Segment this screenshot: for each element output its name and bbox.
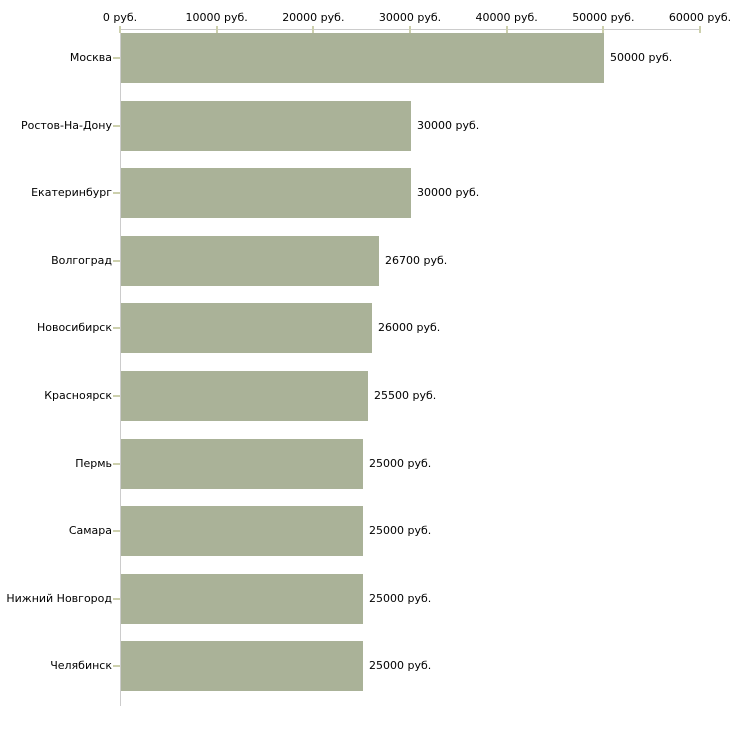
x-axis-tick-label: 50000 руб. xyxy=(572,11,635,24)
x-axis-tick-mark xyxy=(409,26,411,33)
value-label: 25000 руб. xyxy=(369,524,432,538)
bar xyxy=(121,506,363,557)
category-label: Москва xyxy=(69,51,112,64)
chart-row: Екатеринбург 30000 руб. xyxy=(0,168,730,219)
bar xyxy=(121,168,411,219)
y-axis-tick-mark xyxy=(113,124,120,127)
chart-row: Москва 50000 руб. xyxy=(0,33,730,83)
x-axis-tick-label: 40000 руб. xyxy=(475,11,538,24)
bar xyxy=(121,438,363,489)
y-axis-tick-mark xyxy=(113,192,120,195)
value-label: 25000 руб. xyxy=(369,456,432,470)
y-axis-tick-mark xyxy=(113,327,120,330)
category-label: Волгоград xyxy=(51,253,112,267)
value-label: 26700 руб. xyxy=(385,253,448,267)
y-axis-tick-mark xyxy=(113,462,120,465)
chart-row: Ростов-На-Дону 30000 руб. xyxy=(0,100,730,151)
chart-row: Самара 25000 руб. xyxy=(0,506,730,557)
bar xyxy=(121,33,604,83)
x-axis-tick-mark xyxy=(699,26,701,33)
chart-row: Пермь 25000 руб. xyxy=(0,438,730,489)
category-label: Екатеринбург xyxy=(31,186,112,200)
value-label: 25000 руб. xyxy=(369,659,432,673)
chart-row: Нижний Новгород 25000 руб. xyxy=(0,573,730,624)
chart-row: Челябинск 25000 руб. xyxy=(0,641,730,692)
bar xyxy=(121,371,368,421)
chart-row: Новосибирск 26000 руб. xyxy=(0,303,730,354)
bar xyxy=(121,235,379,286)
y-axis-tick-mark xyxy=(113,57,120,59)
bar xyxy=(121,641,363,692)
chart-row: Волгоград 26700 руб. xyxy=(0,235,730,286)
y-axis-tick-mark xyxy=(113,259,120,262)
value-label: 26000 руб. xyxy=(378,321,441,335)
value-label: 25000 руб. xyxy=(369,591,432,605)
x-axis-tick-mark xyxy=(312,26,315,33)
category-label: Челябинск xyxy=(50,659,112,673)
category-label: Пермь xyxy=(75,456,112,470)
bar xyxy=(121,100,411,151)
category-label: Новосибирск xyxy=(36,321,112,335)
value-label: 25500 руб. xyxy=(374,389,437,402)
x-axis-tick-mark xyxy=(119,26,121,33)
category-label: Ростов-На-Дону xyxy=(20,118,112,132)
category-label: Красноярск xyxy=(44,389,112,402)
x-axis-tick-label: 0 руб. xyxy=(102,11,138,24)
x-axis-tick-mark xyxy=(602,26,605,33)
x-axis-tick-mark xyxy=(215,26,218,33)
y-axis-line xyxy=(120,29,121,706)
y-axis-tick-mark xyxy=(113,597,120,600)
y-axis-tick-mark xyxy=(113,530,120,533)
x-axis-tick-mark xyxy=(505,26,508,33)
x-axis-tick-label: 60000 руб. xyxy=(668,11,730,24)
bar xyxy=(121,573,363,624)
x-axis-tick-label: 20000 руб. xyxy=(282,11,345,24)
y-axis-tick-mark xyxy=(113,665,120,668)
y-axis-tick-mark xyxy=(113,395,120,397)
x-axis-tick-label: 10000 руб. xyxy=(185,11,248,24)
category-label: Нижний Новгород xyxy=(6,591,112,605)
value-label: 50000 руб. xyxy=(610,51,673,64)
value-label: 30000 руб. xyxy=(417,186,480,200)
bar xyxy=(121,303,372,354)
x-axis-tick-label: 30000 руб. xyxy=(378,11,442,24)
category-label: Самара xyxy=(68,524,112,538)
value-label: 30000 руб. xyxy=(417,118,480,132)
chart-row: Красноярск 25500 руб. xyxy=(0,371,730,421)
